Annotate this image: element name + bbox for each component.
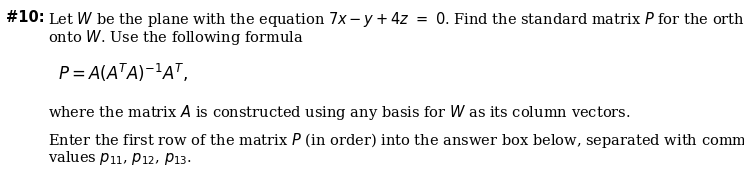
Text: Enter the first row of the matrix $P$ (in order) into the answer box below, sepa: Enter the first row of the matrix $P$ (i… (48, 131, 744, 150)
Text: #10:: #10: (6, 10, 45, 25)
Text: Let $W$ be the plane with the equation $7x-y+4z \ = \ 0$. Find the standard matr: Let $W$ be the plane with the equation $… (48, 10, 744, 29)
Text: $P = A(A^TA)^{-1}A^T,$: $P = A(A^TA)^{-1}A^T,$ (58, 62, 188, 84)
Text: onto $W$. Use the following formula: onto $W$. Use the following formula (48, 28, 304, 47)
Text: where the matrix $A$ is constructed using any basis for $W$ as its column vector: where the matrix $A$ is constructed usin… (48, 103, 631, 122)
Text: values $p_{11}$, $p_{12}$, $p_{13}$.: values $p_{11}$, $p_{12}$, $p_{13}$. (48, 149, 192, 167)
